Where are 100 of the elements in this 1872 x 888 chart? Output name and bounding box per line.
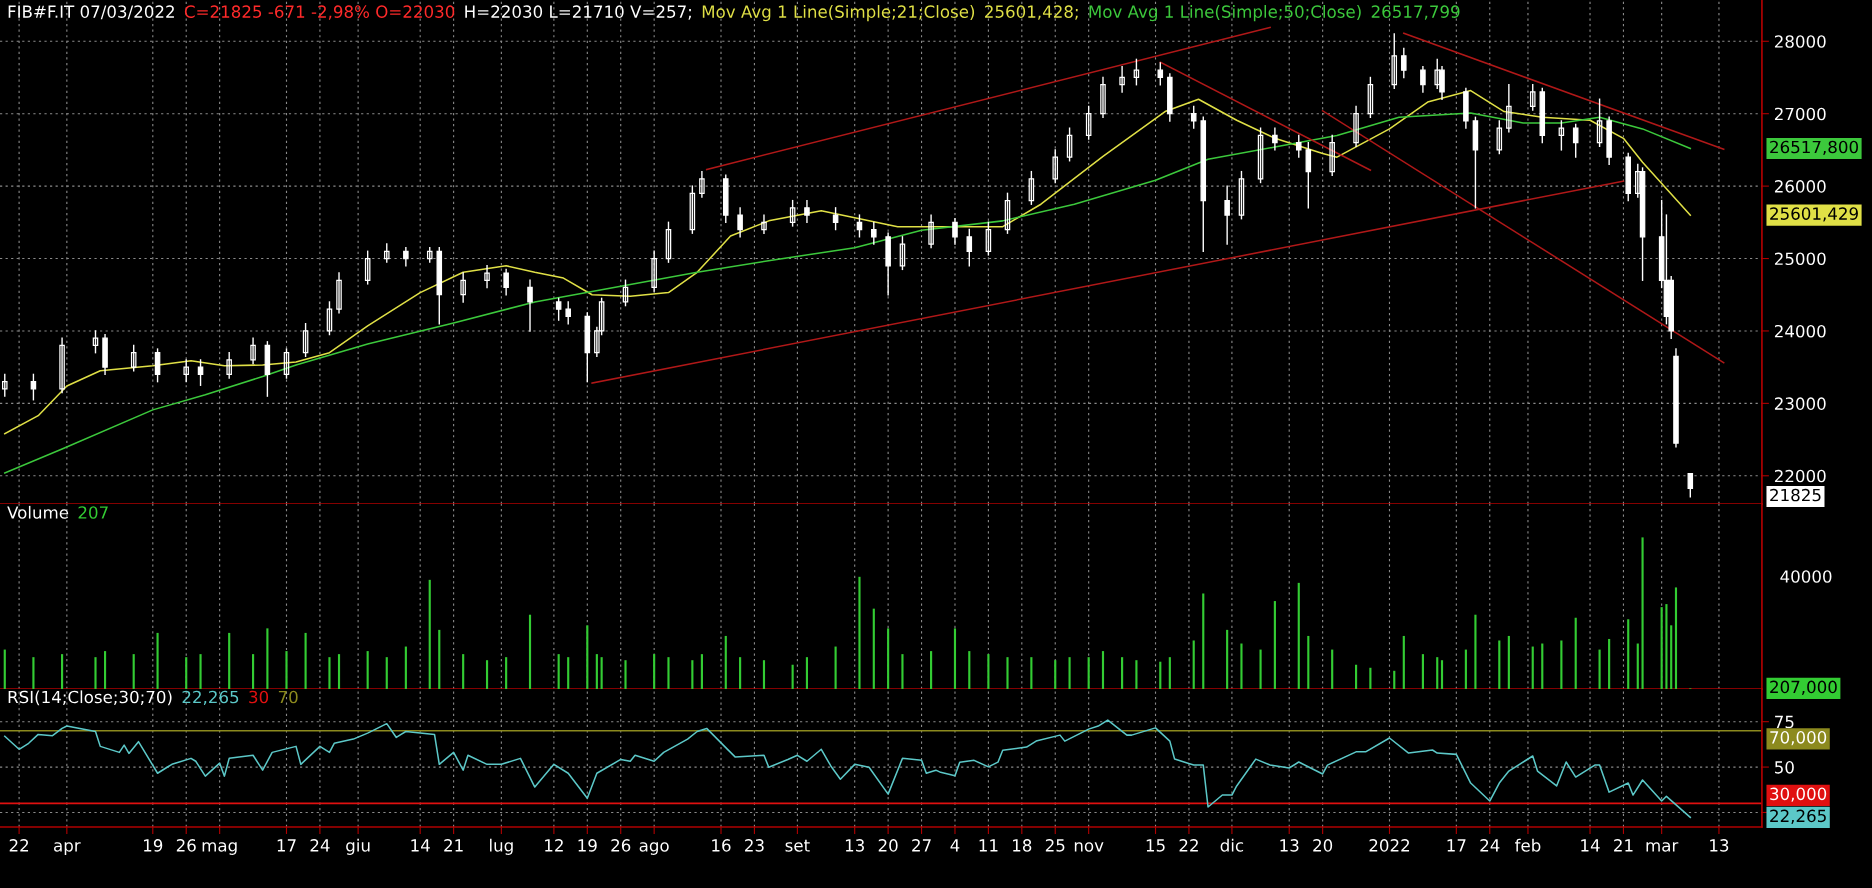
candlestick — [326, 301, 333, 336]
x-tick-label: dic — [1220, 838, 1244, 852]
x-tick-label: 11 — [979, 839, 998, 852]
bar — [1393, 670, 1396, 689]
bar — [94, 657, 97, 689]
y-tick-label: 23000 — [1774, 397, 1826, 410]
bar — [1135, 660, 1138, 689]
candlestick — [1353, 105, 1359, 147]
candlestick — [1367, 76, 1374, 119]
y-tick-label: 27000 — [1774, 107, 1826, 121]
bar — [1273, 601, 1276, 689]
bar — [185, 657, 188, 689]
x-tick-label: 21 — [444, 839, 463, 852]
bar — [1627, 619, 1630, 689]
candlestick — [952, 218, 958, 245]
y-tick-label: 22000 — [1774, 469, 1826, 483]
bar — [834, 646, 837, 689]
bar — [1121, 657, 1124, 689]
bar — [667, 657, 670, 689]
x-tick-label: lug — [490, 838, 513, 855]
candlestick — [226, 351, 232, 379]
text: Mov Avg 1 Line(Simple;50;Close) — [1089, 5, 1361, 22]
bar — [1660, 607, 1663, 689]
bar — [901, 654, 904, 689]
candlestick — [130, 344, 137, 372]
bar — [1202, 593, 1205, 689]
candlestick — [250, 337, 256, 365]
bar — [366, 651, 369, 689]
bar — [1168, 657, 1171, 689]
x-tick-label: nov — [1074, 842, 1104, 852]
candlestick — [1295, 134, 1302, 158]
x-tick-label: giu — [346, 838, 370, 855]
bar — [1259, 649, 1262, 689]
bar — [103, 651, 107, 689]
x-tick-label: 21 — [1614, 839, 1633, 852]
candlestick — [1401, 47, 1407, 79]
bar — [1440, 660, 1444, 689]
bar — [1240, 643, 1243, 689]
line-series — [4, 89, 1692, 435]
bar — [968, 651, 971, 689]
bar — [691, 660, 694, 689]
bar — [930, 651, 933, 689]
x-tick-label: 27 — [912, 839, 931, 852]
candlestick — [1157, 62, 1164, 86]
x-tick-label: 17 — [277, 839, 296, 852]
x-tick-label: ago — [639, 842, 669, 855]
candlestick — [1257, 127, 1264, 184]
bar — [1560, 640, 1563, 689]
x-tick-label: 14 — [1581, 839, 1600, 852]
bar — [624, 660, 627, 689]
bar — [528, 614, 532, 689]
bar — [1531, 646, 1534, 689]
candlestick — [1133, 58, 1140, 86]
x-tick-label: mag — [202, 842, 237, 855]
bar — [1101, 651, 1105, 689]
bar — [1006, 657, 1009, 689]
bar — [1636, 643, 1639, 689]
x-tick-label: 13 — [1280, 839, 1299, 852]
candlestick — [1434, 58, 1441, 90]
bar — [762, 660, 766, 689]
candlestick — [1272, 127, 1278, 151]
candlestick — [1496, 120, 1503, 155]
bar — [1354, 664, 1358, 689]
annotation: 70 — [278, 690, 298, 704]
annotation: 26517,799 — [1371, 5, 1460, 20]
candlestick — [30, 373, 37, 401]
x-tick-label: 22 — [1179, 839, 1198, 852]
x-tick-label: 4 — [950, 839, 960, 852]
x-tick-label: 17 — [1447, 839, 1466, 852]
bar — [462, 654, 465, 689]
bar — [3, 649, 6, 689]
candlestick — [689, 185, 696, 234]
candlestick — [364, 250, 371, 285]
bar — [32, 657, 35, 689]
candlestick — [665, 221, 672, 263]
bar — [132, 654, 135, 689]
bar — [1331, 649, 1334, 689]
line-series — [4, 719, 1692, 819]
candlestick — [1529, 84, 1536, 111]
chart-title: FIB#F.IT 07/03/2022 — [8, 5, 174, 20]
bar — [304, 632, 307, 689]
bar — [251, 654, 255, 689]
bar — [887, 628, 890, 689]
candlestick — [403, 246, 409, 267]
bar — [61, 654, 64, 689]
candlestick — [985, 221, 992, 256]
bar — [1159, 661, 1162, 689]
x-tick-label: 2022 — [1369, 839, 1410, 852]
ref-line-label: 30,000 — [1770, 787, 1827, 802]
x-tick-label: apr — [54, 842, 81, 855]
x-tick-label: 26 — [176, 839, 196, 852]
bar — [266, 628, 269, 689]
bar — [404, 646, 407, 689]
bar — [953, 628, 957, 689]
x-tick-label: 20 — [1313, 839, 1333, 852]
x-tick-label: 15 — [1146, 839, 1165, 852]
bar — [1087, 657, 1090, 689]
bar — [739, 657, 742, 689]
bar — [1464, 649, 1467, 689]
x-tick-label: mar — [1646, 842, 1679, 852]
